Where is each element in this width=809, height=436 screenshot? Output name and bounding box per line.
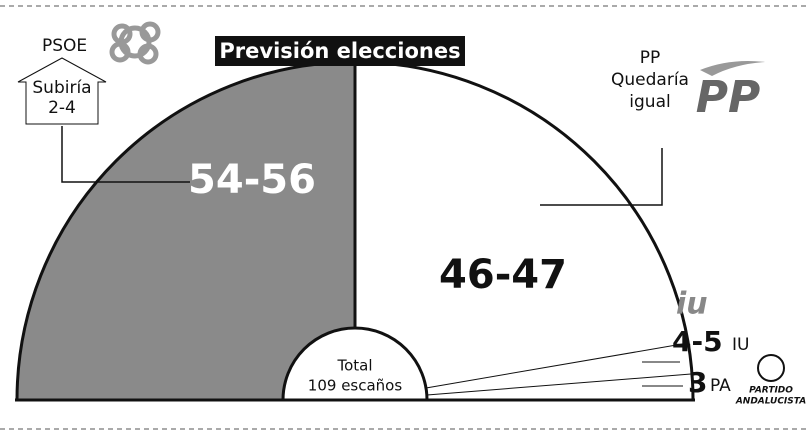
pa-logo-text: PARTIDO <box>749 386 793 396</box>
title: Previsión elecciones <box>219 39 460 63</box>
psoe-sector <box>15 60 357 402</box>
iu-seats: 4-5 <box>672 325 723 358</box>
total-label: 109 escaños <box>308 377 403 395</box>
psoe-logo <box>109 21 161 65</box>
pp-note: Quedaría <box>611 70 689 90</box>
pa-seats: 3 <box>688 366 707 399</box>
pp-leader <box>540 148 663 206</box>
psoe-seats: 54-56 <box>188 157 316 203</box>
psoe-name: PSOE <box>42 36 87 56</box>
pp-name: PP <box>640 48 661 68</box>
psoe-note: Subiría <box>32 78 91 98</box>
pp-sector <box>353 60 695 402</box>
pp-logo: PP <box>696 61 765 123</box>
pa-logo-text: ANDALUCISTA <box>735 397 806 407</box>
pa-logo <box>757 354 785 382</box>
pp-note: igual <box>629 92 670 112</box>
iu-name: IU <box>732 335 749 355</box>
title-box <box>215 36 465 66</box>
total-label: Total <box>336 357 372 375</box>
up-arrow <box>17 57 107 125</box>
iu-logo: iu <box>676 287 708 322</box>
pp-seats: 46-47 <box>439 252 567 298</box>
psoe-note: 2-4 <box>48 98 76 118</box>
iu-divider <box>425 342 689 389</box>
svg-text:PP: PP <box>696 72 761 123</box>
pa-divider <box>426 373 692 396</box>
pa-name: PA <box>710 376 731 396</box>
psoe-leader <box>61 126 190 183</box>
